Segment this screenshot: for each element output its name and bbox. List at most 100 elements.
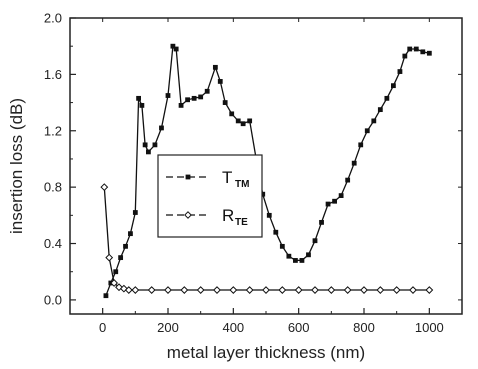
data-point: [413, 46, 419, 52]
data-point: [159, 125, 164, 131]
data-point: [392, 286, 401, 294]
data-point: [217, 79, 223, 84]
x-tick-label: 400: [222, 320, 244, 335]
data-point: [391, 83, 396, 89]
data-point: [165, 93, 171, 98]
data-point: [222, 100, 228, 105]
data-point: [103, 293, 109, 299]
data-point: [123, 243, 128, 249]
data-point: [180, 286, 189, 294]
y-tick-label: 0.8: [44, 180, 62, 195]
series-1: [100, 183, 434, 294]
data-point: [152, 142, 158, 148]
y-tick-label: 0.0: [44, 292, 62, 307]
data-point: [319, 219, 324, 225]
y-tick-label: 1.2: [44, 123, 62, 138]
data-point: [113, 269, 119, 275]
data-point: [376, 286, 385, 294]
data-point: [312, 238, 318, 244]
data-point: [147, 286, 156, 294]
data-point: [229, 286, 238, 294]
legend-marker: [184, 211, 192, 219]
data-point: [345, 177, 351, 183]
data-point: [371, 118, 377, 124]
data-point: [110, 279, 119, 287]
data-point: [178, 102, 184, 108]
data-point: [164, 286, 172, 294]
data-point: [407, 46, 413, 52]
data-point: [384, 95, 390, 101]
data-point: [351, 160, 357, 166]
data-point: [360, 286, 368, 294]
data-point: [327, 286, 336, 294]
legend-label: R: [222, 206, 234, 225]
data-point: [185, 97, 190, 103]
data-point: [173, 46, 179, 52]
x-tick-label: 800: [353, 320, 375, 335]
y-tick-label: 1.6: [44, 67, 62, 82]
legend-marker: [185, 174, 191, 180]
data-point: [397, 69, 403, 74]
data-point: [118, 255, 124, 261]
data-point: [124, 286, 133, 294]
data-point: [306, 252, 311, 258]
data-point: [286, 253, 292, 259]
data-point: [105, 253, 114, 262]
data-point: [278, 286, 287, 294]
data-point: [425, 286, 434, 294]
x-tick-label: 0: [99, 320, 106, 335]
y-tick-label: 0.4: [44, 236, 62, 251]
data-point: [170, 43, 176, 49]
legend-label: T: [222, 168, 232, 187]
data-point: [132, 210, 138, 215]
x-axis-title: metal layer thickness (nm): [167, 343, 365, 362]
data-point: [294, 286, 303, 294]
data-point: [299, 258, 305, 263]
data-point: [364, 128, 370, 134]
series-0: [103, 43, 432, 299]
data-point: [240, 121, 246, 127]
data-point: [266, 212, 272, 218]
x-axis-ticks: 0 200 400 600 800 1000: [69, 18, 463, 335]
data-point: [409, 286, 417, 294]
data-point: [146, 149, 151, 155]
legend-label-subscript: TM: [235, 179, 249, 190]
data-point: [128, 231, 133, 237]
legend-entry: R TE: [166, 206, 248, 228]
data-point: [262, 286, 270, 294]
data-point: [213, 286, 221, 294]
data-point: [212, 64, 218, 70]
data-point: [358, 142, 364, 148]
x-tick-label: 600: [288, 320, 310, 335]
data-point: [229, 111, 235, 117]
legend-box: [157, 154, 263, 238]
data-point: [279, 243, 285, 249]
data-point: [131, 286, 140, 294]
data-point: [136, 95, 141, 101]
legend: T TM R TE: [157, 154, 263, 238]
data-point: [247, 118, 253, 124]
y-axis-title: insertion loss (dB): [7, 98, 26, 234]
data-point: [260, 191, 266, 197]
data-point: [325, 201, 331, 207]
series-layer: [100, 43, 434, 299]
data-point: [235, 118, 241, 124]
data-point: [139, 102, 145, 108]
data-point: [142, 142, 148, 148]
data-point: [198, 94, 204, 100]
data-point: [204, 88, 210, 94]
data-point: [196, 286, 205, 294]
x-tick-label: 1000: [415, 320, 444, 335]
x-tick-label: 200: [157, 320, 179, 335]
data-point: [191, 95, 197, 101]
data-point: [426, 50, 432, 56]
data-point: [311, 286, 319, 294]
data-point: [377, 107, 383, 113]
legend-label-subscript: TE: [235, 217, 248, 228]
data-point: [402, 53, 408, 59]
data-point: [338, 193, 344, 198]
data-point: [100, 183, 109, 192]
y-tick-label: 2.0: [44, 11, 62, 26]
data-point: [273, 229, 279, 235]
